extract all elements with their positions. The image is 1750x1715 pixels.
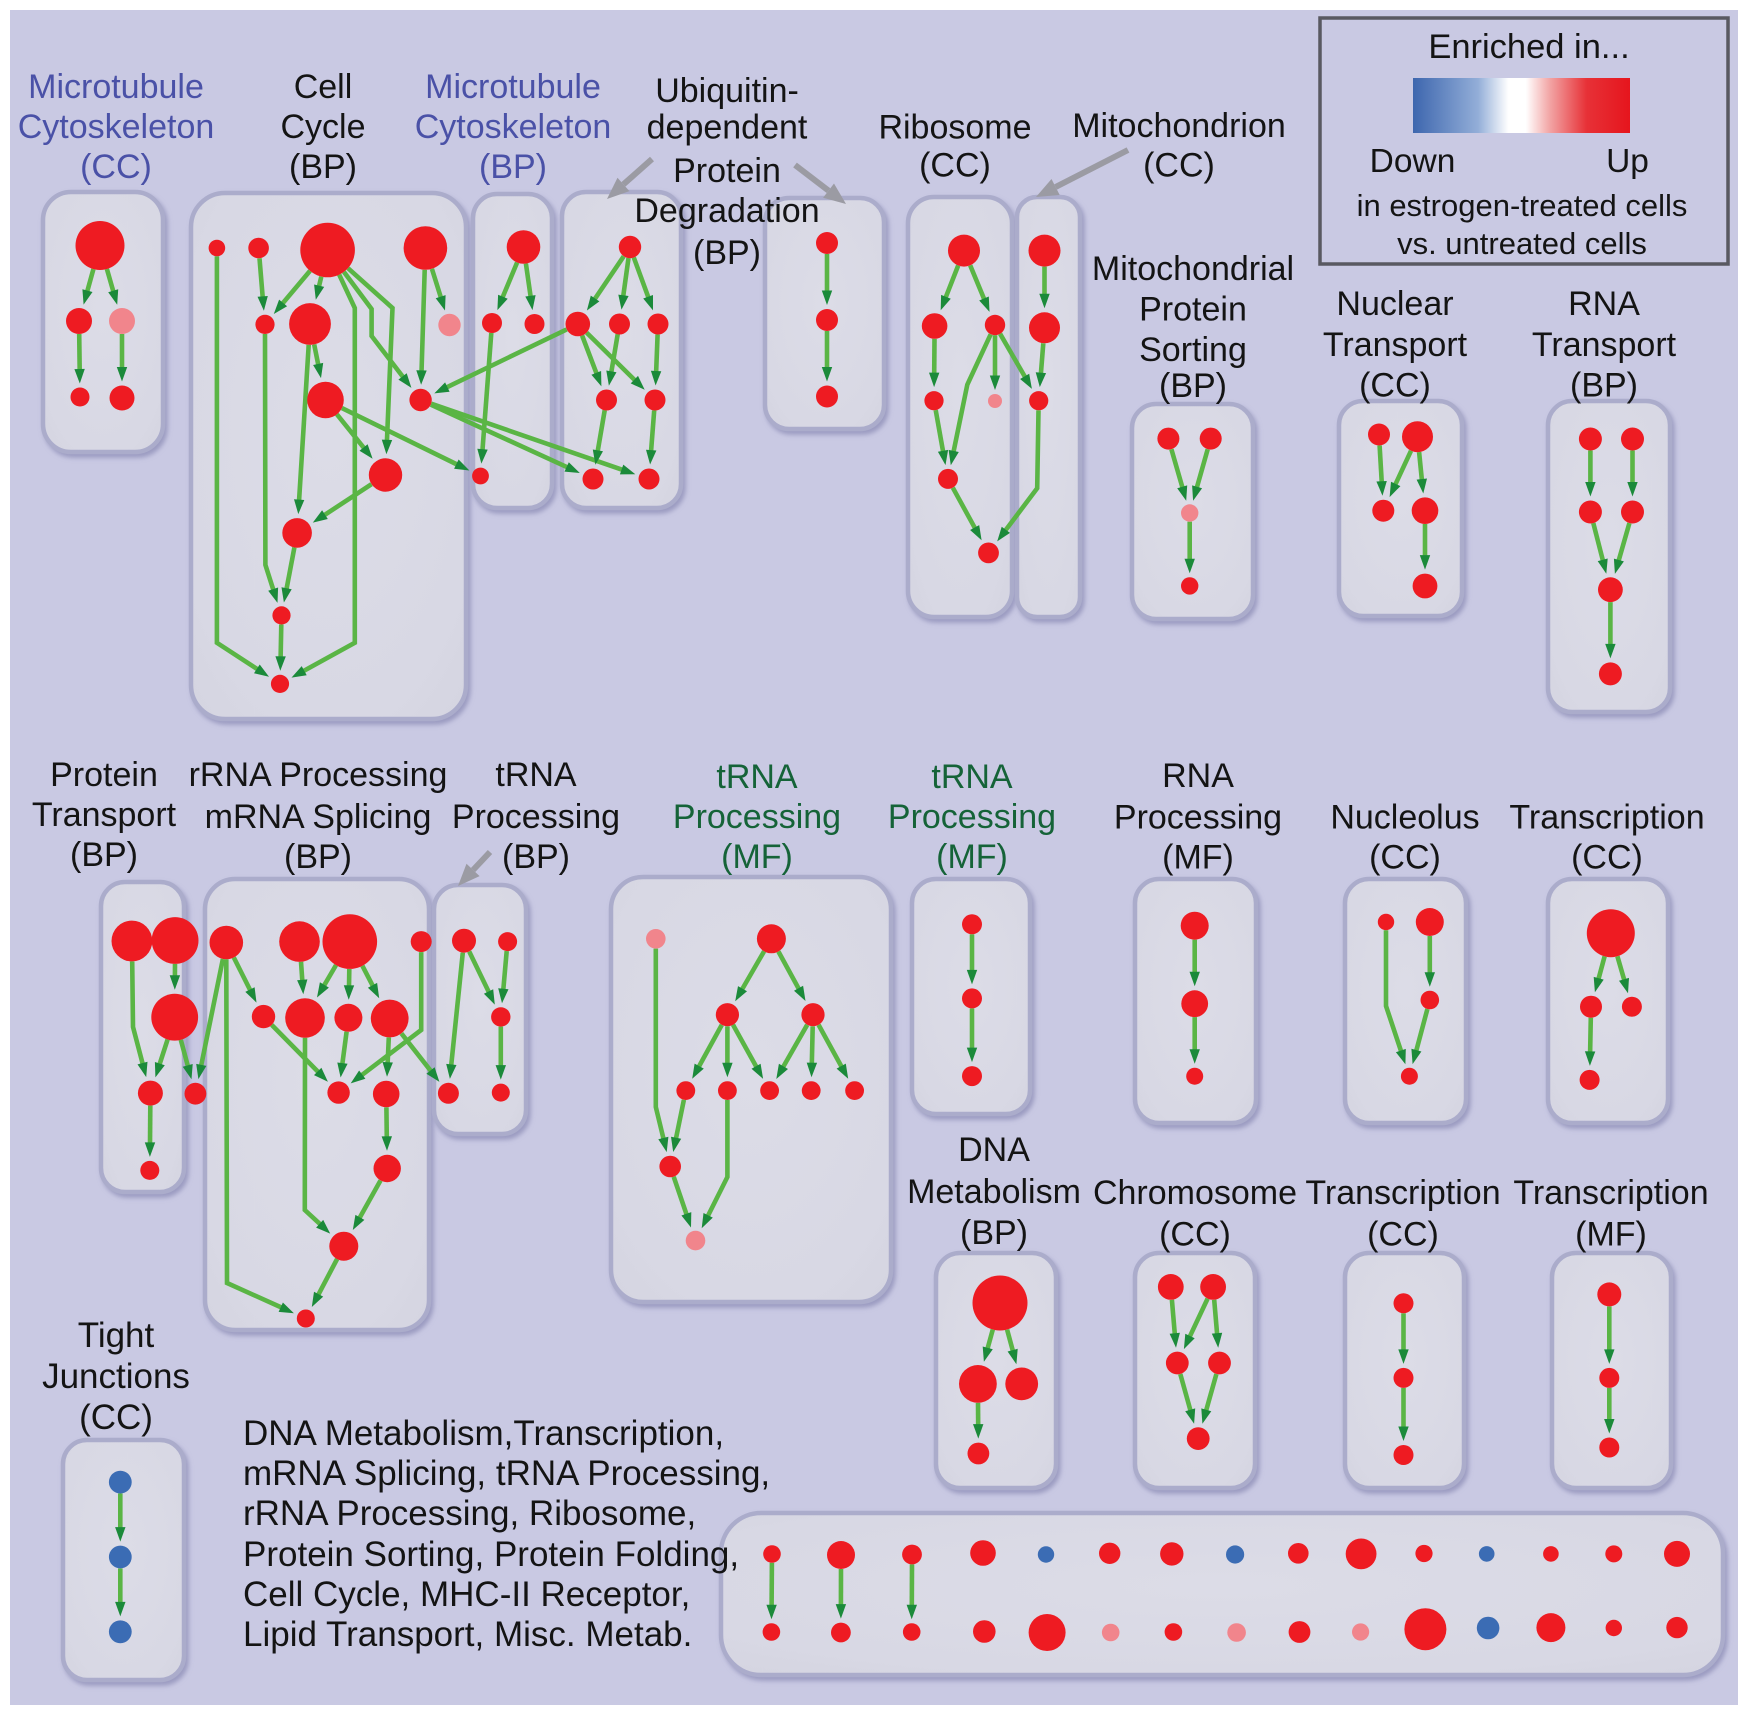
svg-text:mRNA Splicing: mRNA Splicing [205,798,432,836]
svg-text:(CC): (CC) [1143,147,1215,185]
svg-text:Protein: Protein [50,756,158,794]
svg-text:tRNA: tRNA [931,758,1013,796]
svg-text:(BP): (BP) [502,838,570,876]
svg-text:Mitochondrion: Mitochondrion [1072,107,1286,145]
svg-text:(CC): (CC) [1367,1216,1439,1254]
svg-text:Up: Up [1606,143,1649,180]
svg-text:(CC): (CC) [919,147,991,185]
svg-text:Cytoskeleton: Cytoskeleton [18,108,215,146]
svg-text:Transcription: Transcription [1305,1174,1500,1212]
svg-text:tRNA: tRNA [716,758,798,796]
svg-text:Microtubule: Microtubule [425,68,601,106]
svg-text:Processing: Processing [673,798,841,836]
svg-text:rRNA Processing, Ribosome,: rRNA Processing, Ribosome, [243,1494,696,1533]
svg-text:DNA Metabolism,Transcription,: DNA Metabolism,Transcription, [243,1414,724,1453]
svg-text:Ribosome: Ribosome [878,109,1031,147]
svg-text:RNA: RNA [1568,285,1640,323]
svg-text:Cell Cycle, MHC-II Receptor,: Cell Cycle, MHC-II Receptor, [243,1575,690,1614]
svg-text:RNA: RNA [1162,757,1234,795]
svg-text:Microtubule: Microtubule [28,68,204,106]
svg-text:Ubiquitin-: Ubiquitin- [655,72,799,110]
svg-text:Nucleolus: Nucleolus [1330,799,1479,837]
svg-text:Metabolism: Metabolism [907,1173,1081,1211]
svg-text:(CC): (CC) [1571,839,1643,877]
svg-text:Degradation: Degradation [634,192,819,230]
svg-text:mRNA Splicing, tRNA Processing: mRNA Splicing, tRNA Processing, [243,1454,770,1493]
svg-text:(MF): (MF) [1162,839,1234,877]
svg-text:Mitochondrial: Mitochondrial [1092,250,1294,288]
svg-text:Processing: Processing [888,798,1056,836]
svg-text:(BP): (BP) [1159,367,1227,405]
svg-text:Lipid Transport, Misc. Metab.: Lipid Transport, Misc. Metab. [243,1615,692,1654]
svg-text:(BP): (BP) [70,836,138,874]
svg-text:rRNA Processing: rRNA Processing [189,756,448,794]
svg-text:(BP): (BP) [960,1214,1028,1252]
svg-text:(BP): (BP) [693,234,761,272]
svg-text:Enriched in...: Enriched in... [1428,28,1629,66]
svg-text:Cytoskeleton: Cytoskeleton [415,108,612,146]
svg-text:Junctions: Junctions [42,1357,190,1396]
svg-text:(CC): (CC) [1369,839,1441,877]
svg-text:(MF): (MF) [1575,1216,1647,1254]
svg-text:Tight: Tight [78,1316,155,1355]
svg-text:dependent: dependent [647,109,808,147]
svg-text:Protein: Protein [673,152,781,190]
svg-text:Transcription: Transcription [1513,1174,1708,1212]
svg-text:Protein: Protein [1139,291,1247,329]
svg-text:(CC): (CC) [79,1398,153,1437]
svg-text:Cell: Cell [294,68,353,106]
svg-text:(CC): (CC) [80,148,152,186]
svg-text:Chromosome: Chromosome [1093,1174,1297,1212]
svg-text:(CC): (CC) [1159,1216,1231,1254]
svg-text:Cycle: Cycle [280,108,365,146]
svg-text:Sorting: Sorting [1139,331,1247,369]
svg-text:in estrogen-treated cells: in estrogen-treated cells [1357,188,1688,223]
svg-text:Processing: Processing [452,798,620,836]
svg-text:Down: Down [1370,143,1456,180]
svg-text:DNA: DNA [958,1131,1030,1169]
svg-text:Transport: Transport [1532,326,1677,364]
svg-text:(CC): (CC) [1359,367,1431,405]
svg-text:tRNA: tRNA [495,756,577,794]
svg-text:(BP): (BP) [284,838,352,876]
svg-text:(BP): (BP) [289,148,357,186]
svg-text:Nuclear: Nuclear [1336,285,1453,323]
svg-text:Transcription: Transcription [1509,799,1704,837]
svg-text:Transport: Transport [32,796,177,834]
svg-text:Transport: Transport [1323,326,1468,364]
svg-text:(MF): (MF) [936,838,1008,876]
svg-text:(BP): (BP) [479,148,547,186]
svg-text:(BP): (BP) [1570,367,1638,405]
svg-text:Processing: Processing [1114,799,1282,837]
svg-text:vs. untreated cells: vs. untreated cells [1397,226,1647,261]
svg-text:Protein Sorting, Protein Foldi: Protein Sorting, Protein Folding, [243,1535,739,1574]
svg-text:(MF): (MF) [721,838,793,876]
